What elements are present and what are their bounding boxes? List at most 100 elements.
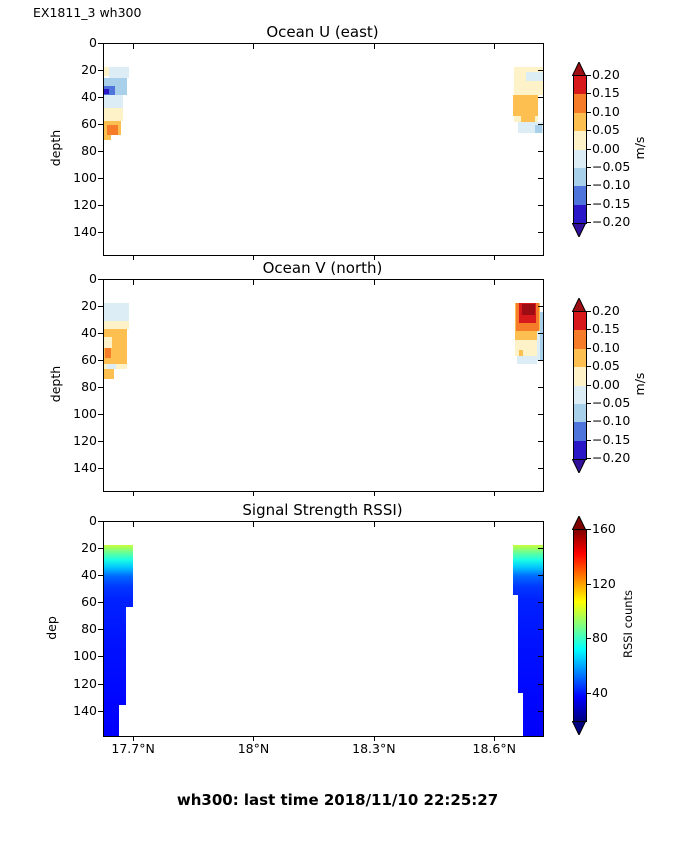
y-tick-label: 140 [73, 702, 97, 718]
data-cell [535, 125, 543, 134]
x-tick-mark [373, 522, 375, 527]
colorbar-tick-label: 0.15 [592, 321, 620, 337]
colorbar-tick-label: 80 [592, 630, 608, 646]
y-tick-label: 120 [73, 197, 97, 213]
data-cell [518, 122, 543, 134]
y-tick-mark [538, 468, 543, 470]
x-tick-mark [373, 736, 375, 741]
colorbar-segment [574, 186, 586, 205]
colorbar-under-arrow [572, 223, 586, 237]
rssi-column [104, 545, 133, 608]
data-cell [108, 66, 129, 78]
y-tick-mark [538, 306, 543, 308]
colorbar [573, 311, 587, 460]
y-tick-label: 40 [81, 89, 97, 105]
colorbar-segment [574, 422, 586, 441]
y-tick-mark [538, 387, 543, 389]
colorbar-tick-label: −0.15 [592, 431, 631, 447]
y-tick-mark [98, 151, 103, 153]
panel-title-ocean-u: Ocean U (east) [266, 23, 379, 41]
y-tick-mark [538, 548, 543, 550]
x-tick-mark [253, 44, 255, 49]
x-tick-mark [253, 280, 255, 285]
panel-title-ocean-v: Ocean V (north) [262, 259, 383, 277]
colorbar-segment [574, 131, 586, 150]
panel-title-rssi: Signal Strength RSSI) [242, 501, 403, 519]
rssi-column [522, 692, 543, 736]
x-tick-mark [253, 255, 255, 260]
colorbar-tick-mark [587, 692, 591, 694]
colorbar-segment [574, 76, 586, 95]
colorbar-tick-mark [587, 439, 591, 441]
y-tick-mark [538, 683, 543, 685]
y-tick-mark [538, 43, 543, 44]
colorbar-tick-label: 0.15 [592, 85, 620, 101]
x-tick-label: 18.6°N [472, 741, 516, 756]
y-tick-mark [98, 710, 103, 712]
colorbar-tick-mark [587, 402, 591, 404]
y-tick-mark [538, 97, 543, 99]
y-tick-label: 60 [81, 352, 97, 368]
y-tick-mark [538, 602, 543, 604]
data-cell [104, 107, 123, 122]
colorbar-tick-label: 0.20 [592, 303, 620, 318]
colorbar-tick-label: −0.10 [592, 413, 631, 429]
x-tick-mark [253, 522, 255, 527]
y-tick-mark [98, 575, 103, 577]
y-tick-label: 60 [81, 116, 97, 132]
colorbar-tick-label: 120 [592, 575, 616, 591]
y-tick-label: 140 [73, 224, 97, 240]
colorbar-segment [574, 149, 586, 168]
footer-text: wh300: last time 2018/11/10 22:25:27 [176, 791, 499, 809]
colorbar-tick-label: −0.05 [592, 394, 631, 410]
y-tick-mark [98, 306, 103, 308]
y-tick-mark [98, 232, 103, 234]
colorbar-tick-mark [587, 166, 591, 168]
x-tick-label: 18.3°N [352, 741, 396, 756]
colorbar [573, 529, 587, 722]
y-tick-label: 40 [81, 325, 97, 341]
y-tick-label: 20 [81, 62, 97, 78]
y-tick-label: 140 [73, 460, 97, 476]
x-tick-mark [494, 736, 496, 741]
y-tick-label: 100 [73, 406, 97, 422]
x-tick-mark [133, 522, 135, 527]
y-tick-label: 0 [89, 271, 97, 286]
colorbar-tick-mark [587, 329, 591, 331]
plot-area-ocean-v [103, 279, 544, 492]
colorbar-segment [574, 312, 586, 331]
data-cell [513, 95, 539, 116]
data-cell [104, 347, 111, 359]
rssi-column [518, 595, 543, 693]
colorbar-segment [574, 440, 586, 459]
colorbar-tick-label: −0.20 [592, 450, 631, 465]
y-tick-mark [538, 360, 543, 362]
y-tick-mark [98, 70, 103, 72]
y-tick-label: 120 [73, 675, 97, 691]
y-tick-mark [98, 124, 103, 126]
y-tick-mark [98, 360, 103, 362]
y-tick-mark [98, 602, 103, 604]
data-cell [514, 80, 543, 96]
data-cell [519, 350, 524, 356]
y-tick-label: 20 [81, 298, 97, 314]
data-cell [104, 85, 115, 97]
y-tick-label: 20 [81, 540, 97, 556]
rssi-column [104, 607, 127, 705]
data-cell [537, 331, 541, 362]
colorbar-tick-label: −0.15 [592, 195, 631, 211]
y-tick-mark [538, 205, 543, 207]
x-tick-mark [133, 491, 135, 496]
y-tick-mark [538, 70, 543, 72]
data-cell [520, 115, 536, 123]
y-tick-mark [98, 521, 103, 522]
y-tick-mark [98, 279, 103, 280]
y-tick-label: 80 [81, 379, 97, 395]
y-tick-label: 100 [73, 170, 97, 186]
colorbar-tick-label: 160 [592, 521, 616, 536]
colorbar-tick-label: 0.00 [592, 140, 620, 156]
data-cell [104, 134, 111, 141]
y-tick-label: 60 [81, 594, 97, 610]
colorbar-tick-label: −0.20 [592, 214, 631, 229]
y-tick-mark [538, 629, 543, 631]
